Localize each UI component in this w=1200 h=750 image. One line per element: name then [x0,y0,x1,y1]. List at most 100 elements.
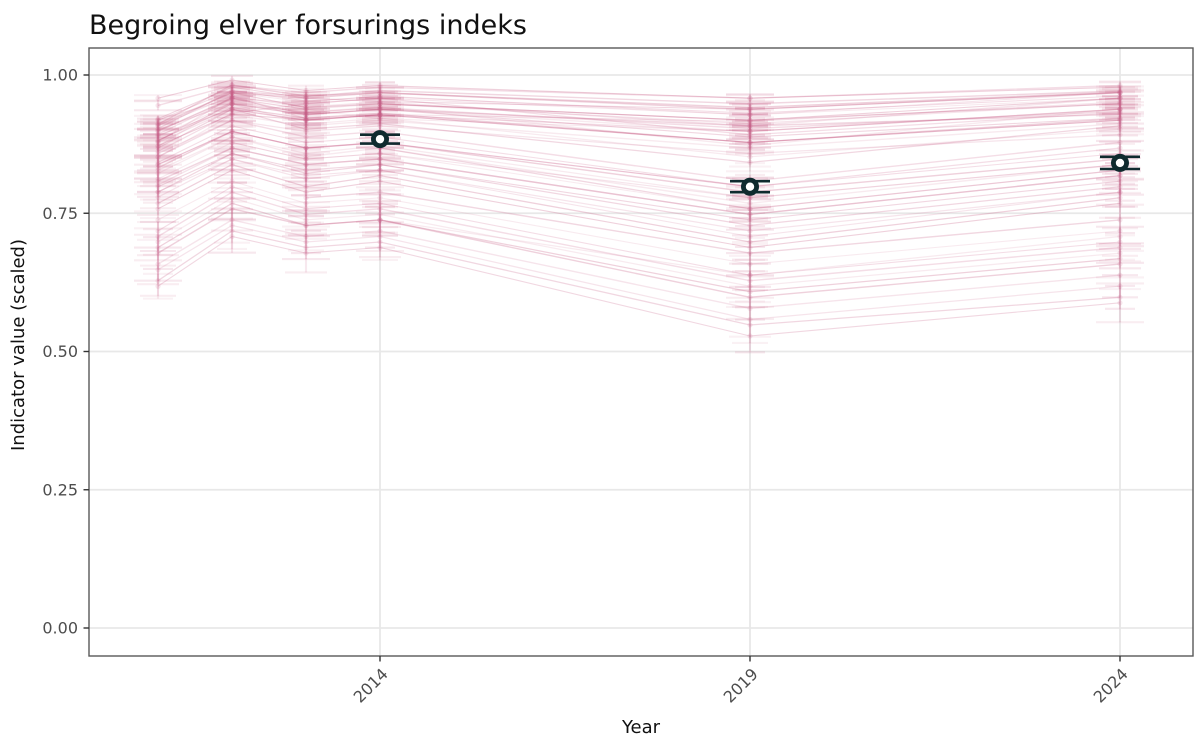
station-line [157,95,1121,127]
station-point [377,95,383,101]
station-point [229,105,235,111]
station-point [377,200,383,206]
station-point [377,106,383,112]
station-point [1117,244,1123,251]
station-point [377,93,383,99]
station-line [157,141,1121,210]
station-point [303,167,309,173]
station-line [157,235,1121,337]
station-point [155,123,161,129]
station-point [229,134,235,140]
station-point [1117,117,1123,123]
station-point [155,161,161,168]
station-point [1117,110,1123,116]
station-line [157,89,1121,130]
x-tick-label: 2014 [350,664,392,706]
station-point [1117,217,1123,223]
station-line [157,113,1121,147]
station-line [157,89,1121,121]
station-point [747,333,753,339]
station-point [1117,88,1123,94]
station-point [747,222,753,229]
station-point [303,145,309,151]
station-point [303,117,309,123]
station-point [229,95,235,101]
station-line [157,202,1121,293]
station-point [303,250,309,256]
station-line [157,100,1121,147]
station-point [155,154,161,160]
station-point [1117,239,1123,245]
station-point [747,143,753,149]
station-point [229,200,235,206]
station-point [303,105,309,111]
station-point [303,244,309,251]
station-point [303,176,309,182]
station-line [379,147,1121,210]
station-point [229,184,235,190]
station-point [303,200,309,206]
station-point [1117,283,1123,289]
station-point [155,148,161,154]
station-point [155,137,161,143]
y-axis-label: Indicator value (scaled) [8,239,29,451]
station-point [229,96,235,102]
station-line [157,92,1121,125]
station-point [1117,132,1123,138]
station-line [157,163,1121,243]
x-axis-label: Year [621,717,661,738]
station-point [155,121,161,127]
station-point [377,228,383,234]
station-point [155,133,161,139]
station-point [747,228,753,234]
station-point [229,93,235,99]
station-point [747,211,753,217]
station-line [157,208,1121,299]
station-point [377,117,383,123]
gridlines [89,48,1193,656]
station-point [747,123,753,129]
station-point [747,200,753,206]
station-point [377,101,383,107]
station-line [157,108,1121,164]
station-point [747,121,753,127]
station-point [377,121,383,127]
station-point [377,87,383,94]
station-point [303,90,309,96]
station-point [303,111,309,117]
station-point [303,150,309,157]
station-point [229,161,235,168]
station-line [157,147,1121,216]
station-line [157,119,1121,182]
station-point [377,106,383,112]
station-point [377,156,383,162]
station-point [1117,82,1123,89]
station-point [1117,173,1123,179]
station-point [303,154,309,160]
station-point [747,112,753,118]
station-point [303,117,309,123]
station-point [377,211,383,217]
station-point [747,289,753,295]
station-point [747,134,753,140]
station-point [1117,250,1123,256]
station-point [229,128,235,135]
station-point [303,139,309,146]
station-point [377,167,383,173]
station-point [1117,200,1123,206]
station-point [377,178,383,184]
station-point [155,145,161,151]
station-point [229,101,235,107]
station-point [303,123,309,129]
station-point [377,104,383,110]
station-point [1117,93,1123,99]
station-point [229,95,235,101]
station-point [1117,184,1123,190]
station-point [155,131,161,137]
station-point [1117,178,1123,184]
station-point [229,110,235,116]
station-point [747,154,753,160]
station-point [747,195,753,201]
station-point [377,173,383,179]
station-line [231,103,1121,133]
